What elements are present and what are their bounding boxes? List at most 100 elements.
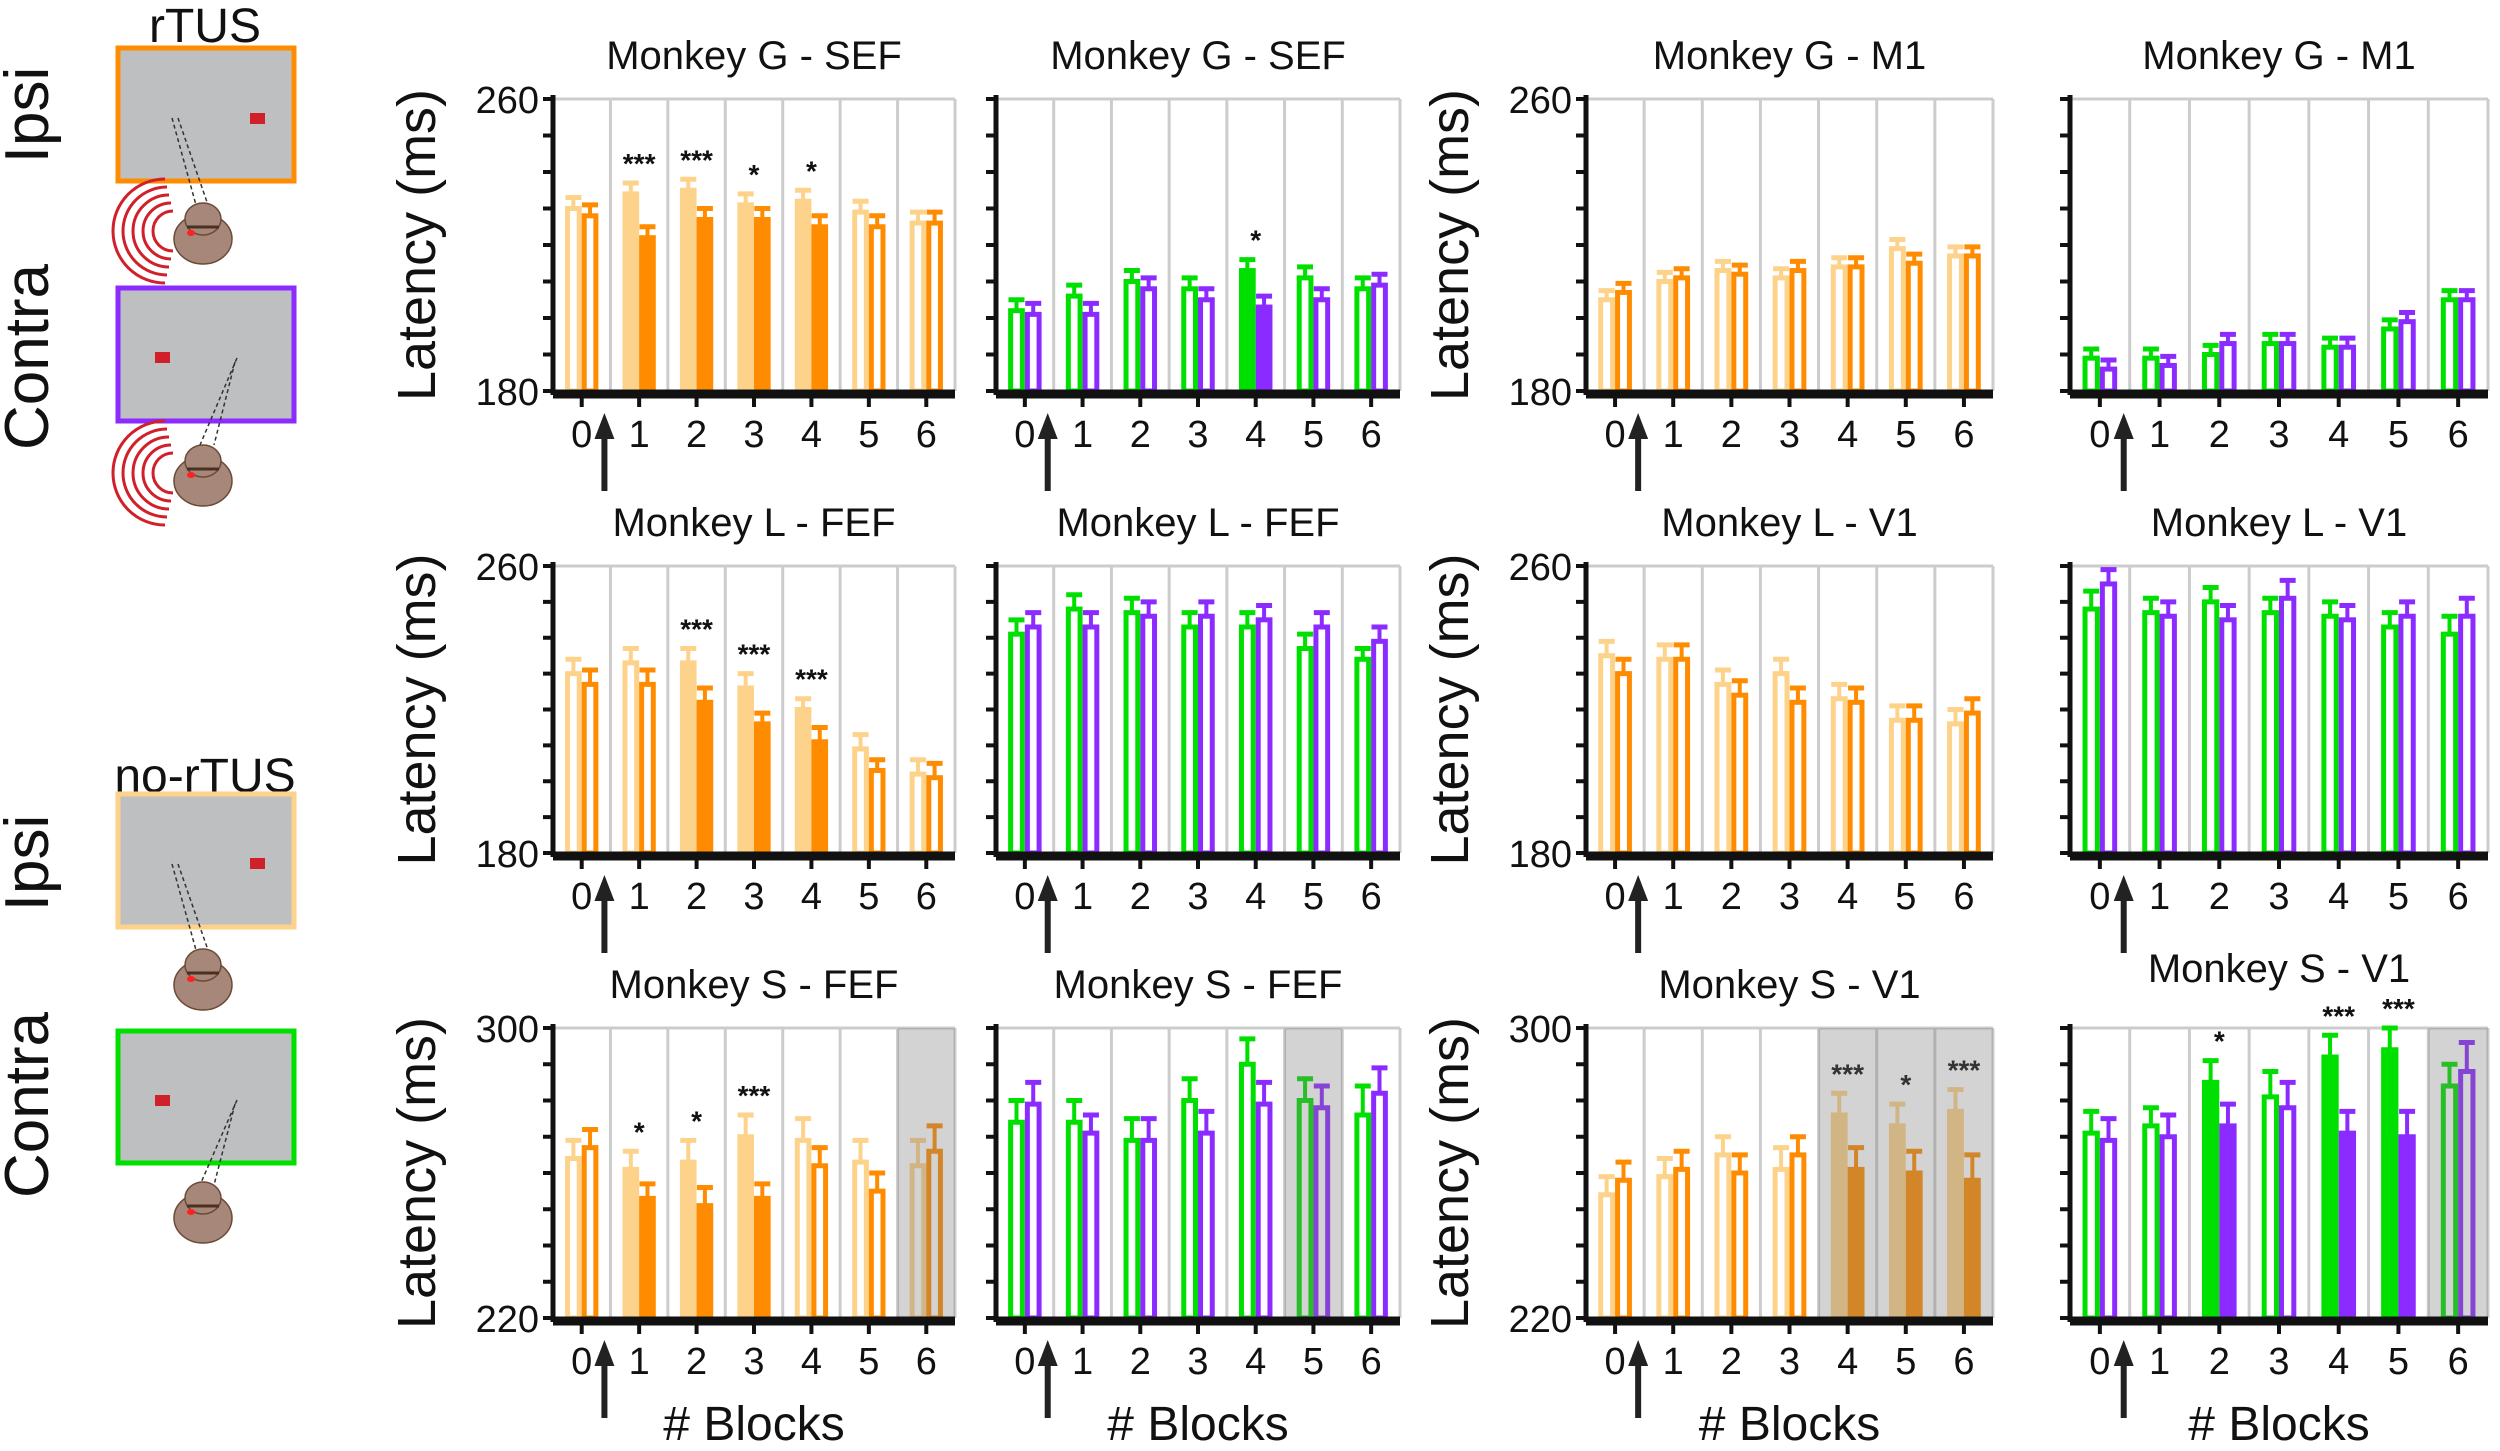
shaded-block xyxy=(2428,1028,2488,1318)
bar xyxy=(2219,1123,2237,1321)
panel-title: Monkey L - FEF xyxy=(1056,501,1339,545)
bar xyxy=(2279,595,2297,856)
bar xyxy=(1714,681,1732,856)
bar xyxy=(1082,311,1100,394)
bar xyxy=(1255,1101,1273,1321)
significance-stars: *** xyxy=(738,1080,771,1111)
x-tick-label: 1 xyxy=(629,1341,650,1383)
chart-panel: Monkey G - M1 0 1 2 3 4 5 6 xyxy=(2060,34,2490,491)
shaded-block xyxy=(897,1028,955,1318)
rtus-label: rTUS xyxy=(149,0,261,53)
x-tick-label: 2 xyxy=(686,414,707,456)
x-tick-label: 0 xyxy=(1014,876,1035,918)
x-tick-label: 3 xyxy=(743,1341,764,1383)
bar xyxy=(737,685,754,856)
bar xyxy=(1296,275,1314,394)
ipsi-label: Ipsi xyxy=(0,67,62,163)
bar xyxy=(1065,606,1083,856)
x-tick-label: 5 xyxy=(1895,1341,1916,1383)
bar xyxy=(1140,286,1158,394)
bar xyxy=(2338,344,2357,394)
arrow-head xyxy=(1628,413,1649,439)
bar xyxy=(639,235,656,394)
bar xyxy=(1905,260,1923,394)
bar xyxy=(565,206,582,394)
marker-dot xyxy=(187,1209,195,1215)
bar xyxy=(2321,613,2339,856)
y-tick-label: 220 xyxy=(1509,1299,1572,1341)
bar xyxy=(1065,293,1083,394)
x-tick-label: 6 xyxy=(1361,1341,1382,1383)
significance-stars: *** xyxy=(2322,1000,2355,1031)
panel-title: Monkey G - M1 xyxy=(1653,34,1926,78)
x-tick-label: 0 xyxy=(571,1341,592,1383)
x-tick-label: 2 xyxy=(1130,414,1151,456)
bar xyxy=(2142,355,2160,394)
bar xyxy=(754,1195,771,1321)
x-tick-label: 6 xyxy=(1953,414,1974,456)
sound-wave xyxy=(121,185,168,277)
shaded-block xyxy=(1818,1028,1877,1318)
x-tick-label: 4 xyxy=(2328,1341,2349,1383)
x-tick-label: 6 xyxy=(1953,1341,1974,1383)
bar xyxy=(1789,1152,1807,1321)
x-tick-label: 0 xyxy=(1605,876,1626,918)
significance-stars: *** xyxy=(1948,1055,1981,1086)
panel-title: Monkey S - FEF xyxy=(610,963,899,1007)
chart-panel: Monkey G - SEF 0 *** 1 *** 2 * 3 * 4 5 6 260 180 Laten… xyxy=(387,34,957,491)
arrow-head xyxy=(2113,413,2134,439)
bar xyxy=(2201,352,2220,394)
monkey-head-icon xyxy=(111,419,233,527)
arrow-head xyxy=(594,413,615,439)
bar xyxy=(2381,624,2399,856)
x-tick-label: 2 xyxy=(1721,414,1742,456)
bar xyxy=(2142,1123,2160,1321)
bar xyxy=(1313,297,1331,394)
bar xyxy=(565,671,582,856)
y-tick-label: 300 xyxy=(1509,1009,1572,1051)
x-tick-label: 6 xyxy=(916,414,937,456)
marker-dot xyxy=(187,472,195,478)
x-tick-label: 6 xyxy=(1361,414,1382,456)
bar xyxy=(2099,581,2118,856)
y-tick-label: 180 xyxy=(1509,834,1572,876)
y-axis-label: Latency (ms) xyxy=(387,89,447,401)
y-axis-label: Latency (ms) xyxy=(1420,1017,1480,1329)
x-tick-label: 0 xyxy=(1605,414,1626,456)
x-tick-label: 5 xyxy=(2388,876,2409,918)
bar xyxy=(2398,319,2416,394)
schematic: rTUS no-rTUS Ipsi Contra Ipsi Contra xyxy=(0,0,297,1244)
bar xyxy=(852,746,869,856)
bar xyxy=(679,1159,697,1321)
bar xyxy=(2219,341,2237,394)
arrow-up-icon xyxy=(594,875,615,953)
arrow-head xyxy=(1628,1340,1649,1366)
arrow-head xyxy=(1037,1340,1058,1366)
arrow-up-icon xyxy=(1628,1340,1649,1418)
bar xyxy=(1598,297,1616,394)
arrow-up-icon xyxy=(2113,1340,2134,1418)
bar xyxy=(1830,264,1848,394)
x-tick-label: 2 xyxy=(2209,414,2230,456)
bar xyxy=(754,721,771,856)
x-tick-label: 2 xyxy=(1721,876,1742,918)
x-tick-label: 3 xyxy=(1187,414,1208,456)
chart-panel: Monkey G - M1 0 1 2 3 4 5 6 260 180 Latency (ms) xyxy=(1420,34,1995,491)
y-axis-label: Latency (ms) xyxy=(387,553,447,865)
x-tick-label: 2 xyxy=(1130,876,1151,918)
bar xyxy=(2082,1130,2100,1321)
x-tick-label: 5 xyxy=(858,876,879,918)
x-tick-label: 4 xyxy=(1245,414,1266,456)
significance-stars: *** xyxy=(680,144,713,175)
bar xyxy=(2321,344,2339,394)
bar xyxy=(1082,624,1100,856)
bar xyxy=(1238,268,1256,394)
x-tick-label: 3 xyxy=(1187,876,1208,918)
panel-title: Monkey S - V1 xyxy=(1658,963,1920,1007)
bar xyxy=(2099,1137,2118,1321)
bar xyxy=(1140,613,1158,856)
bar xyxy=(737,202,754,394)
